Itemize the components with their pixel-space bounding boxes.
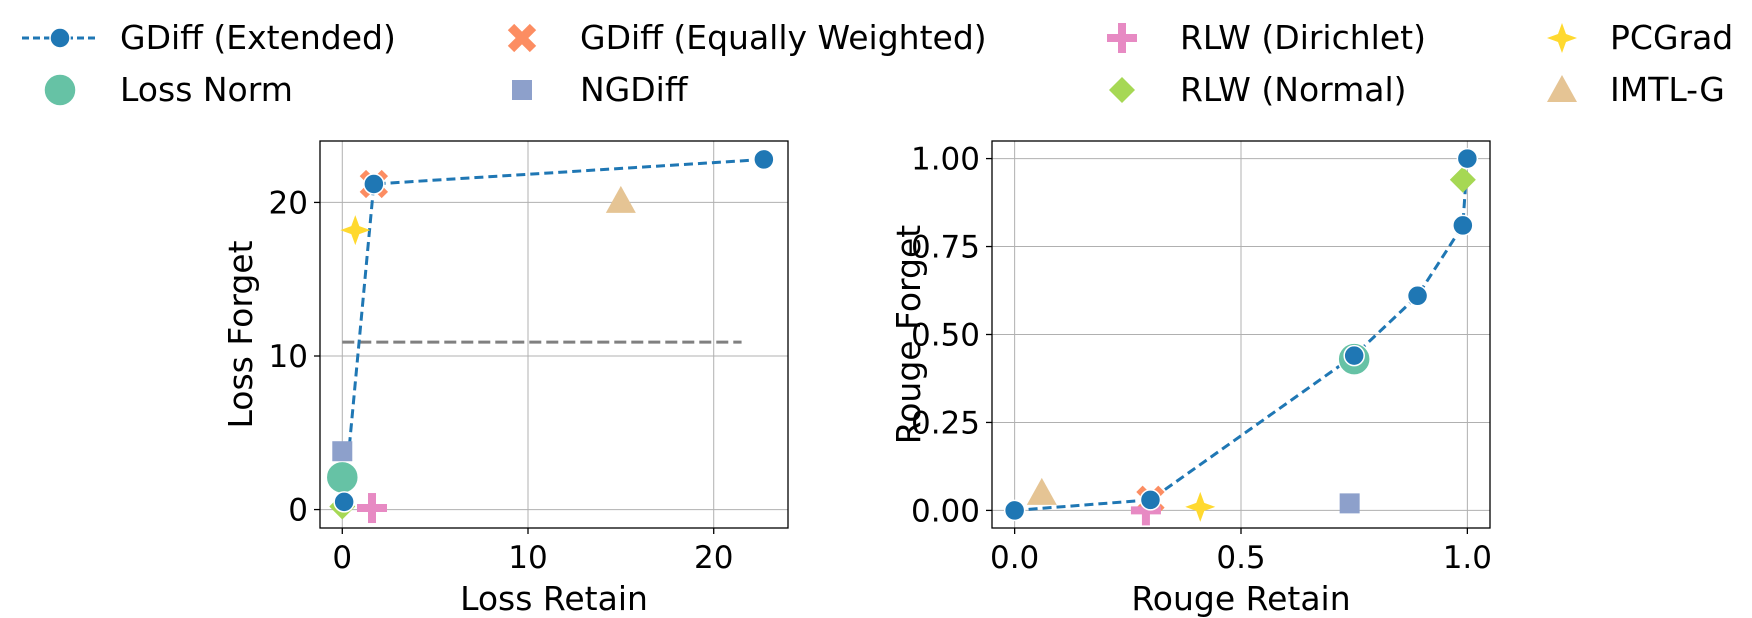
y-tick-label: 20 (269, 185, 308, 221)
point-pcgrad (1185, 491, 1216, 522)
chart-rouge: 0.0 0.5 1.0 0.00 0.25 0.50 0.75 1.00 Rouge Retai… (889, 140, 1492, 618)
pcgrad-marker-icon (1547, 23, 1577, 53)
point-imtl-g (605, 185, 636, 213)
x-tick-label: 20 (694, 540, 733, 576)
legend-label: RLW (Normal) (1180, 70, 1407, 109)
point-gdiff-extended (1456, 147, 1479, 170)
legend-item-loss-norm: Loss Norm (43, 70, 293, 109)
marks (1003, 147, 1479, 526)
point-gdiff-extended (1343, 344, 1365, 367)
ngdiff-marker-icon (512, 80, 532, 100)
point-ngdiff (332, 441, 353, 462)
point-gdiff-extended (363, 173, 385, 195)
x-tick-label: 1.0 (1443, 540, 1492, 576)
y-tick-label: 1.00 (911, 142, 980, 178)
legend-item-pcgrad: PCGrad (1547, 18, 1733, 57)
legend-label: GDiff (Extended) (120, 18, 396, 57)
gdiff-extended-marker-icon (49, 27, 71, 49)
legend-label: IMTL-G (1610, 70, 1725, 109)
imtl-g-marker-icon (1547, 75, 1577, 102)
gdiff-equally-weighted-marker-icon (507, 23, 537, 53)
x-axis-label: Loss Retain (460, 579, 648, 618)
x-tick-label: 0.0 (990, 540, 1039, 576)
legend-item-ngdiff: NGDiff (512, 70, 689, 109)
x-tick-label: 0.5 (1216, 540, 1265, 576)
point-gdiff-extended (1452, 214, 1474, 237)
y-tick-label: 0.00 (911, 493, 980, 529)
legend-item-imtl-g: IMTL-G (1547, 70, 1725, 109)
point-gdiff-extended (753, 148, 775, 171)
y-tick-label: 0.50 (911, 318, 980, 354)
point-rlw-normal (1449, 166, 1476, 193)
y-axis-label: Rouge Forget (889, 225, 928, 445)
legend-item-rlw-normal: RLW (Normal) (1109, 70, 1407, 109)
point-pcgrad (340, 215, 371, 246)
x-tick-label: 0 (332, 540, 352, 576)
rlw-normal-marker-icon (1109, 77, 1135, 103)
loss-norm-marker-icon (43, 73, 77, 107)
chart-loss: 0 10 20 0 10 20 Loss Retain Loss Forget (221, 140, 789, 618)
legend-label: RLW (Dirichlet) (1180, 18, 1426, 57)
point-gdiff-extended (1139, 489, 1162, 511)
legend: GDiff (Extended) GDiff (Equally Weighted)… (22, 18, 1733, 109)
legend-label: GDiff (Equally Weighted) (580, 18, 987, 57)
point-gdiff-extended (1003, 499, 1026, 522)
legend-label: Loss Norm (120, 70, 293, 109)
legend-item-gdiff-extended: GDiff (Extended) (22, 18, 396, 57)
legend-item-gdiff-equally-weighted: GDiff (Equally Weighted) (507, 18, 987, 57)
y-tick-label: 0 (288, 493, 308, 529)
y-axis-label: Loss Forget (221, 240, 260, 428)
y-tick-label: 0.75 (911, 230, 980, 266)
x-tick-label: 10 (508, 540, 547, 576)
x-axis-label: Rouge Retain (1131, 579, 1350, 618)
gdiff-extended-line (1014, 158, 1469, 512)
legend-item-rlw-dirichlet: RLW (Dirichlet) (1107, 18, 1426, 57)
point-loss-norm (325, 460, 360, 495)
y-tick-label: 10 (269, 339, 308, 375)
legend-label: PCGrad (1610, 18, 1733, 57)
rlw-dirichlet-marker-icon (1107, 23, 1137, 53)
point-rlw-dirichlet (357, 493, 387, 524)
point-ngdiff (1339, 493, 1360, 514)
legend-label: NGDiff (580, 70, 689, 109)
point-gdiff-extended (333, 491, 355, 513)
grid (320, 141, 788, 528)
grid (992, 141, 1490, 528)
point-imtl-g (1026, 477, 1057, 505)
gdiff-extended-line (342, 157, 764, 503)
marks (325, 148, 775, 524)
y-tick-label: 0.25 (911, 405, 980, 441)
plot-frame (319, 140, 789, 529)
point-gdiff-extended (1406, 285, 1429, 307)
